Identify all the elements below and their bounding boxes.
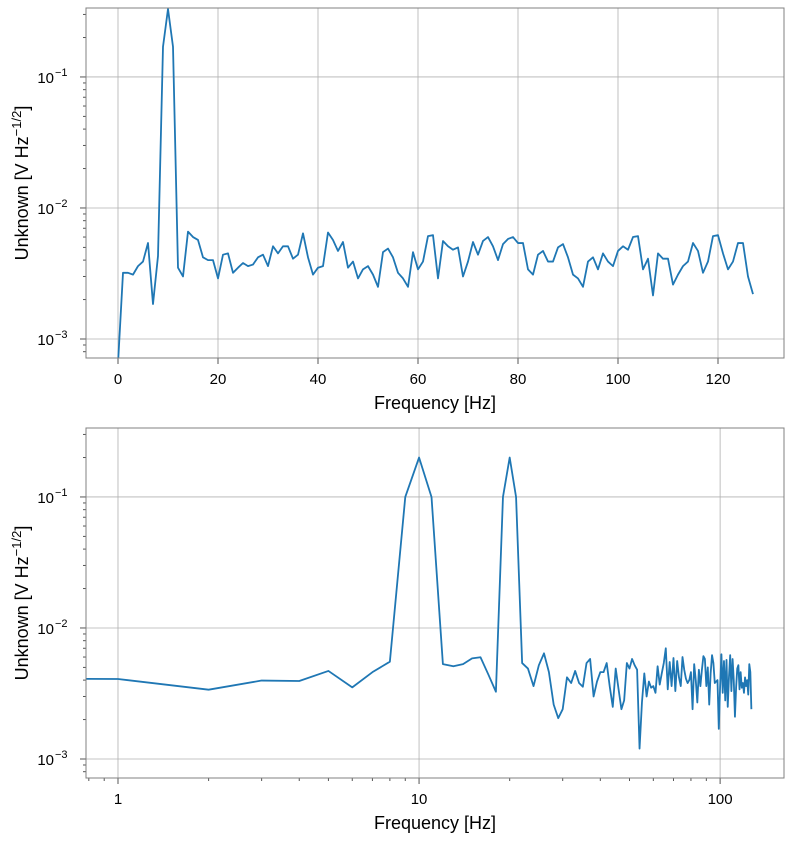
x-tick-label: 20: [210, 371, 227, 388]
x-tick-label: 100: [605, 371, 630, 388]
y-axis-label-end: ]: [12, 526, 32, 531]
y-axis-label-exponent: −1/2: [9, 531, 24, 557]
series-line: [117, 8, 754, 358]
x-tick-label: 1: [114, 791, 122, 808]
x-tick-label: 120: [705, 371, 730, 388]
x-axis-label: Frequency [Hz]: [374, 813, 496, 833]
y-tick-label: 10: [37, 201, 54, 218]
y-axis-label-end: ]: [12, 106, 32, 111]
y-axis-label-text: Unknown [V Hz: [12, 556, 32, 680]
y-tick-label: 10: [37, 752, 54, 769]
y-tick-exponent: −2: [55, 618, 68, 630]
y-tick-base: 10: [37, 621, 54, 638]
y-axis-label-exponent: −1/2: [9, 111, 24, 137]
y-tick-label: 10: [37, 70, 54, 87]
y-tick-label: 10: [37, 490, 54, 507]
y-tick-exponent: −3: [55, 749, 68, 761]
y-tick-label: 10: [37, 621, 54, 638]
y-tick-exponent: −1: [55, 487, 68, 499]
y-tick-base: 10: [37, 752, 54, 769]
y-axis-label-text: Unknown [V Hz: [12, 136, 32, 260]
axes-frame: [85, 7, 785, 359]
y-tick-base: 10: [37, 201, 54, 218]
series-line: [86, 456, 753, 750]
y-tick-base: 10: [37, 332, 54, 349]
x-tick-label: 80: [510, 371, 527, 388]
y-tick-base: 10: [37, 490, 54, 507]
x-tick-label: 10: [411, 791, 428, 808]
x-axis-label: Frequency [Hz]: [374, 393, 496, 413]
y-axis-label: Unknown [V Hz−1/2]: [9, 526, 32, 681]
y-tick-exponent: −3: [55, 329, 68, 341]
y-tick-label: 10: [37, 332, 54, 349]
axes-frame: [85, 427, 785, 779]
x-tick-label: 0: [114, 371, 122, 388]
y-axis-label: Unknown [V Hz−1/2]: [9, 106, 32, 261]
y-tick-exponent: −2: [55, 198, 68, 210]
y-tick-base: 10: [37, 70, 54, 87]
x-tick-label: 40: [310, 371, 327, 388]
x-tick-label: 100: [708, 791, 733, 808]
x-tick-label: 60: [410, 371, 427, 388]
y-tick-exponent: −1: [55, 67, 68, 79]
